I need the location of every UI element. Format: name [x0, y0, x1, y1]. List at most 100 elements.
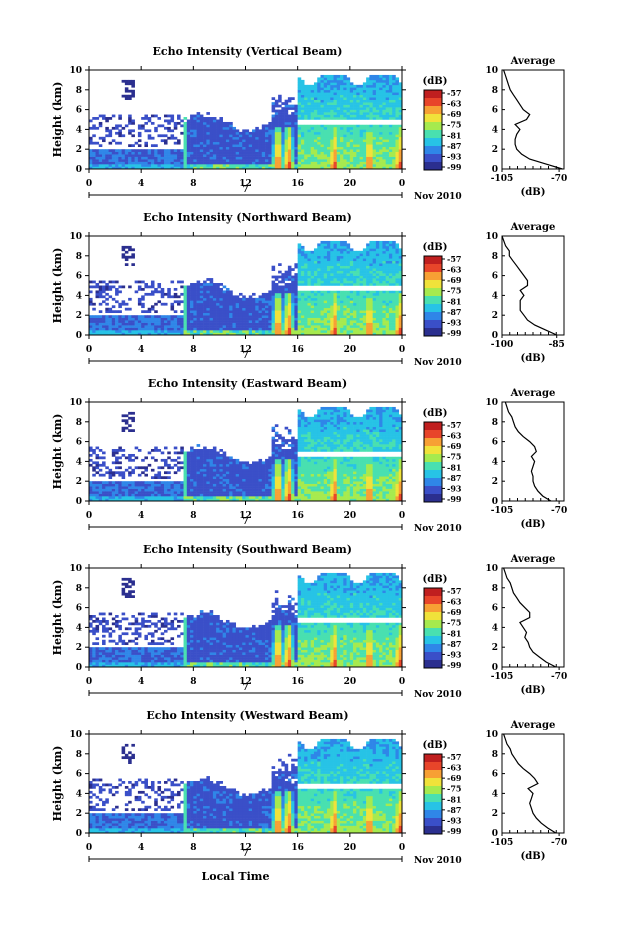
heatmap-cell: [388, 312, 393, 316]
heatmap-cell: [398, 265, 403, 269]
heatmap-cell: [356, 268, 360, 271]
heatmap-cell: [304, 310, 308, 314]
heatmap-cell: [375, 317, 380, 321]
heatmap-cell: [278, 121, 282, 125]
heatmap-cell: [115, 131, 119, 135]
heatmap-cell: [291, 149, 295, 152]
heatmap-cell: [95, 463, 100, 467]
heatmap-cell: [147, 486, 152, 489]
heatmap-cell: [203, 312, 207, 316]
heatmap-cell: [300, 268, 305, 271]
heatmap-cell: [291, 146, 295, 150]
heatmap-cell: [398, 166, 403, 170]
heatmap-cell: [388, 292, 393, 296]
heatmap-cell: [307, 305, 312, 309]
heatmap-cell: [398, 290, 403, 294]
heatmap-cell: [238, 310, 243, 314]
heatmap-cell: [300, 164, 305, 167]
heatmap-cell: [353, 263, 357, 266]
heatmap-cell: [274, 112, 279, 115]
heatmap-cell: [297, 243, 302, 247]
heatmap-cell: [268, 136, 272, 140]
heatmap-cell: [287, 332, 292, 336]
heatmap-cell: [128, 315, 132, 318]
heatmap-cell: [359, 102, 364, 105]
heatmap-cell: [385, 317, 390, 321]
heatmap-cell: [235, 164, 240, 167]
heatmap-cell: [366, 156, 370, 160]
heatmap-cell: [219, 300, 223, 304]
heatmap-cell: [336, 300, 341, 304]
heatmap-cell: [115, 161, 119, 165]
heatmap-cell: [395, 97, 400, 100]
heatmap-cell: [307, 87, 312, 91]
heatmap-cell: [398, 119, 403, 123]
heatmap-cell: [382, 302, 386, 306]
heatmap-cell: [102, 473, 106, 477]
heatmap-cell: [147, 156, 152, 160]
heatmap-cell: [131, 468, 135, 472]
heatmap-cell: [398, 278, 403, 281]
heatmap-cell: [212, 144, 217, 148]
heatmap-cell: [128, 493, 132, 497]
heatmap-cell: [137, 166, 142, 170]
heatmap-cell: [330, 258, 334, 262]
heatmap-cell: [307, 292, 312, 296]
heatmap-cell: [265, 159, 269, 162]
heatmap-cell: [379, 94, 383, 98]
heatmap-cell: [193, 154, 197, 157]
heatmap-cell: [327, 250, 331, 254]
heatmap-cell: [388, 248, 393, 252]
heatmap-cell: [327, 119, 331, 123]
heatmap-cell: [196, 302, 201, 306]
heatmap-cell: [359, 325, 364, 328]
heatmap-cell: [111, 114, 116, 118]
heatmap-cell: [118, 317, 122, 321]
heatmap-cell: [245, 297, 250, 301]
heatmap-cell: [190, 292, 194, 296]
heatmap-cell: [128, 317, 132, 321]
heatmap-cell: [356, 317, 360, 321]
heatmap-cell: [297, 166, 302, 170]
heatmap-cell: [333, 154, 338, 157]
heatmap-cell: [366, 243, 370, 247]
heatmap-cell: [144, 488, 148, 492]
heatmap-cell: [258, 302, 263, 306]
heatmap-cell: [170, 315, 175, 318]
heatmap-cell: [343, 285, 347, 289]
heatmap-cell: [375, 290, 380, 294]
heatmap-cell: [95, 322, 100, 326]
heatmap-cell: [336, 92, 341, 96]
heatmap-cell: [353, 136, 357, 140]
heatmap-cell: [177, 280, 181, 284]
heatmap-cell: [356, 250, 360, 254]
heatmap-cell: [206, 295, 210, 299]
heatmap-cell: [108, 307, 113, 311]
heatmap-cell: [278, 312, 282, 316]
heatmap-cell: [310, 112, 315, 115]
heatmap-cell: [362, 255, 367, 259]
heatmap-cell: [330, 99, 334, 103]
heatmap-cell: [95, 498, 100, 502]
heatmap-cell: [388, 278, 393, 281]
heatmap-cell: [330, 114, 334, 118]
heatmap-cell: [349, 248, 354, 252]
heatmap-cell: [398, 136, 403, 140]
heatmap-cell: [284, 325, 289, 328]
y-tick-label: 2: [76, 311, 82, 321]
heatmap-cell: [183, 302, 188, 306]
heatmap-cell: [274, 287, 279, 291]
heatmap-cell: [313, 317, 318, 321]
heatmap-cell: [353, 268, 357, 271]
heatmap-cell: [333, 139, 338, 143]
heatmap-cell: [235, 305, 240, 309]
heatmap-cell: [327, 141, 331, 145]
heatmap-cell: [238, 149, 243, 152]
heatmap-cell: [261, 297, 266, 301]
heatmap-cell: [144, 332, 148, 336]
heatmap-cell: [219, 154, 223, 157]
heatmap-cell: [102, 486, 106, 489]
heatmap-cell: [173, 164, 178, 167]
heatmap-cell: [297, 315, 302, 318]
heatmap-cell: [284, 139, 289, 143]
